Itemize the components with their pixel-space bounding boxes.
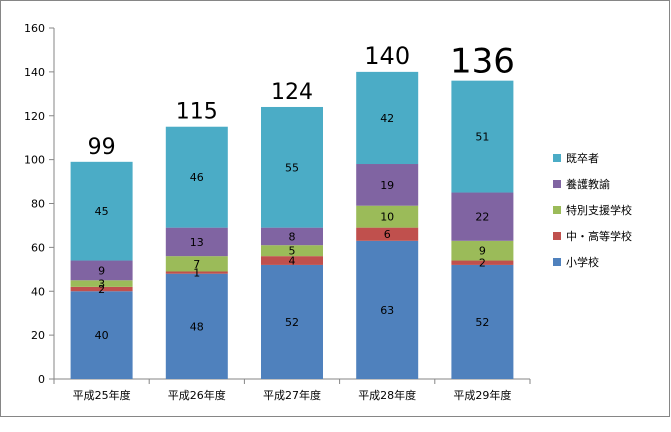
data-label: 51 [475,131,489,144]
legend-swatch [553,180,561,188]
bar-segment [165,126,228,228]
data-label: 42 [380,112,394,125]
data-label: 9 [98,264,105,277]
bar-segment [451,240,514,261]
bar-segment [356,71,419,165]
data-label: 13 [190,236,204,249]
data-label: 52 [285,316,299,329]
bar-segment [451,264,514,379]
bar-segment [261,256,323,265]
data-label: 4 [289,255,296,268]
bar-segment [165,256,228,272]
data-label: 1 [193,267,200,280]
data-label: 63 [380,304,394,317]
bar-segment [451,80,514,193]
bar-segment [261,106,323,228]
data-label: 10 [380,211,394,224]
bar-segment [356,240,419,379]
y-tick-label: 100 [24,154,45,167]
total-label: 140 [364,42,410,70]
legend-swatch [553,206,561,214]
bar-segment [70,291,133,379]
data-label: 8 [289,230,296,243]
y-tick-label: 140 [24,66,45,79]
legend-item-label: 小学校 [566,255,599,269]
bar-segment [356,164,419,206]
labels: 4023945994817134611552458551246361019421… [88,42,515,342]
legend-item-label: 特別支援学校 [566,203,632,217]
bar-segment [70,161,133,261]
bar-segment [165,271,228,274]
data-label: 19 [380,179,394,192]
bar-segment [451,192,514,241]
bar-segment [165,273,228,379]
legend-swatch [553,154,561,162]
legend-swatch [553,258,561,266]
data-label: 7 [193,258,200,271]
legend-item-label: 中・高等学校 [566,229,632,243]
data-label: 2 [479,257,486,270]
data-label: 5 [289,245,296,258]
data-label: 40 [95,329,109,342]
x-tick-label: 平成25年度 [73,388,131,402]
y-tick-label: 120 [24,110,45,123]
data-label: 2 [98,283,105,296]
y-tick-label: 0 [38,373,45,386]
bar-segment [261,227,323,246]
y-tick-label: 60 [31,241,45,254]
data-label: 22 [475,211,489,224]
bar-segment [70,286,133,292]
total-label: 115 [176,100,218,125]
x-tick-label: 平成28年度 [358,388,416,402]
bar-segment [165,227,228,257]
x-tick-label: 平成27年度 [263,388,321,402]
data-label: 6 [384,228,391,241]
bars [70,71,514,379]
y-tick-label: 160 [24,22,45,35]
data-label: 45 [95,205,109,218]
x-tick-label: 平成26年度 [168,388,226,402]
bar-segment [356,227,419,241]
bar-segment [261,245,323,257]
bar-segment [70,280,133,287]
legend-swatch [553,232,561,240]
y-tick-label: 80 [31,198,45,211]
y-tick-label: 20 [31,329,45,342]
total-label: 124 [271,80,313,105]
total-label: 99 [88,135,116,160]
axes: 020406080100120140160平成25年度 平成26年度 平成27年度平… [24,22,531,402]
x-tick-label: 平成29年度 [453,388,511,402]
bar-segment [261,264,323,379]
bar-segment [451,260,514,265]
total-label: 136 [450,42,515,82]
data-label: 9 [479,245,486,258]
data-label: 3 [98,278,105,291]
data-label: 55 [285,161,299,174]
data-label: 46 [190,171,204,184]
y-tick-label: 40 [31,285,45,298]
data-label: 48 [190,320,204,333]
bar-segment [356,205,419,228]
bar-segment [70,260,133,281]
data-label: 52 [475,316,489,329]
legend-item-label: 既卒者 [566,151,599,165]
legend-item-label: 養護教諭 [566,177,610,191]
